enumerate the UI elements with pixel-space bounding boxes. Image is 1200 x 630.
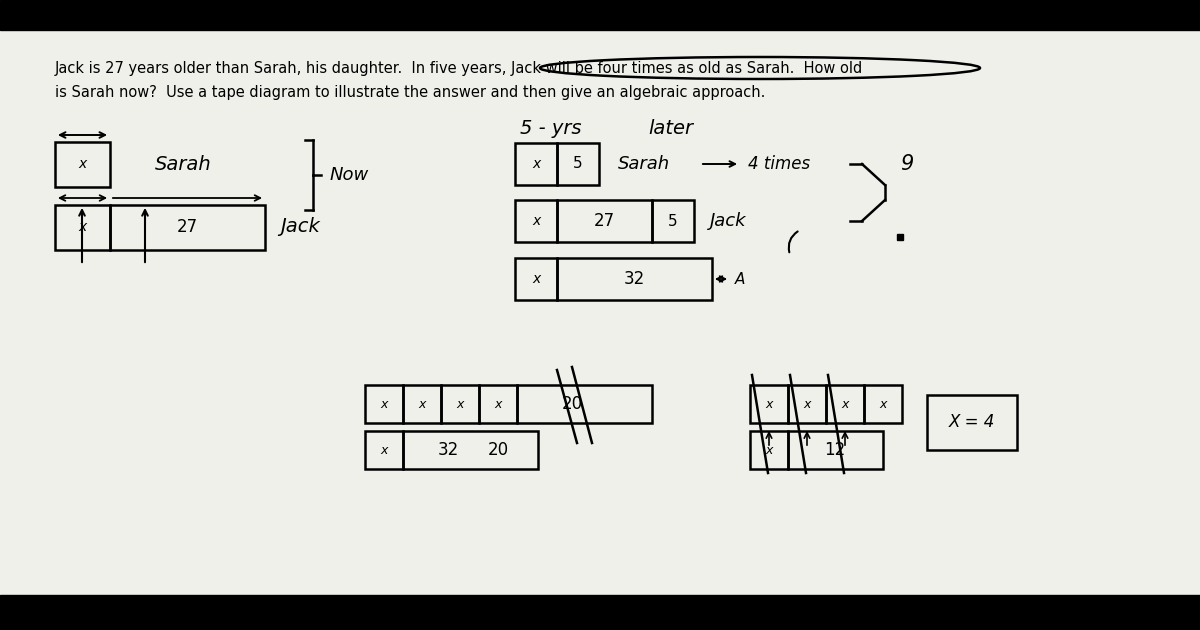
- Text: 9: 9: [900, 154, 913, 174]
- Text: A: A: [734, 272, 745, 287]
- Bar: [788, 431, 883, 469]
- Text: x: x: [803, 398, 811, 411]
- Text: Jack: Jack: [280, 217, 319, 236]
- Bar: [750, 431, 788, 469]
- Bar: [365, 431, 403, 469]
- Bar: [365, 385, 403, 423]
- Text: x: x: [419, 398, 426, 411]
- Bar: [110, 205, 265, 250]
- Text: 4 times: 4 times: [748, 155, 810, 173]
- Text: x: x: [532, 214, 540, 228]
- Bar: [0, 595, 1200, 630]
- Bar: [403, 385, 442, 423]
- Text: x: x: [456, 398, 463, 411]
- Bar: [403, 431, 538, 469]
- Text: X = 4: X = 4: [949, 413, 995, 431]
- Bar: [928, 395, 1018, 450]
- Text: 5: 5: [574, 156, 583, 171]
- Text: x: x: [532, 272, 540, 286]
- Bar: [55, 142, 110, 187]
- Text: x: x: [78, 220, 86, 234]
- Bar: [652, 200, 694, 242]
- Text: 5: 5: [668, 214, 678, 229]
- Text: 32: 32: [623, 270, 644, 288]
- Text: x: x: [766, 444, 773, 457]
- Text: 20: 20: [562, 395, 582, 413]
- Text: later: later: [648, 118, 694, 137]
- Text: 20: 20: [487, 441, 509, 459]
- Bar: [557, 143, 599, 185]
- Bar: [788, 385, 826, 423]
- Text: 27: 27: [594, 212, 614, 230]
- Text: is Sarah now?  Use a tape diagram to illustrate the answer and then give an alge: is Sarah now? Use a tape diagram to illu…: [55, 84, 766, 100]
- Text: Sarah: Sarah: [155, 156, 211, 175]
- Text: x: x: [380, 398, 388, 411]
- Text: x: x: [841, 398, 848, 411]
- Text: Now: Now: [330, 166, 370, 184]
- Text: 5 - yrs: 5 - yrs: [520, 118, 582, 137]
- Bar: [515, 143, 557, 185]
- Text: x: x: [880, 398, 887, 411]
- Text: 27: 27: [176, 218, 198, 236]
- Text: x: x: [380, 444, 388, 457]
- Bar: [557, 258, 712, 300]
- Text: 32: 32: [437, 441, 458, 459]
- Bar: [517, 385, 652, 423]
- Bar: [442, 385, 479, 423]
- Bar: [515, 200, 557, 242]
- Bar: [557, 200, 652, 242]
- Text: Jack is 27 years older than Sarah, his daughter.  In five years, Jack will be fo: Jack is 27 years older than Sarah, his d…: [55, 60, 863, 76]
- Text: Sarah: Sarah: [618, 155, 670, 173]
- Text: x: x: [494, 398, 502, 411]
- Bar: [750, 385, 788, 423]
- Bar: [55, 205, 110, 250]
- Text: 12: 12: [824, 441, 846, 459]
- Bar: [864, 385, 902, 423]
- Text: x: x: [532, 157, 540, 171]
- Bar: [479, 385, 517, 423]
- Text: x: x: [766, 398, 773, 411]
- Text: x: x: [78, 157, 86, 171]
- Bar: [826, 385, 864, 423]
- Text: Jack: Jack: [710, 212, 746, 230]
- Bar: [0, 0, 1200, 30]
- Bar: [515, 258, 557, 300]
